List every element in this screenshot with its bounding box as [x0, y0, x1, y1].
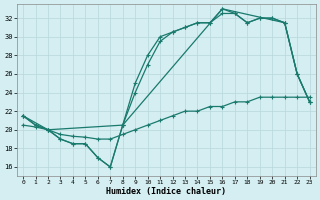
X-axis label: Humidex (Indice chaleur): Humidex (Indice chaleur): [106, 187, 226, 196]
